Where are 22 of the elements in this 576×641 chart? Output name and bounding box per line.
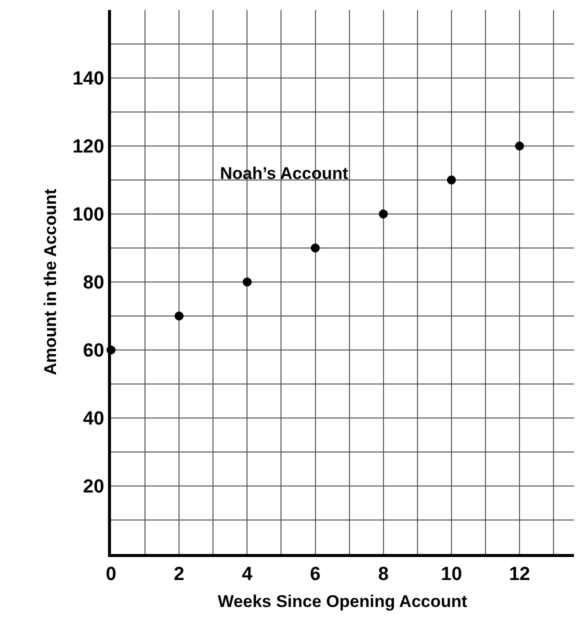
y-tick-label: 100 bbox=[72, 204, 104, 226]
y-tick-label: 40 bbox=[83, 408, 104, 430]
point bbox=[242, 278, 252, 286]
x-axis-title: Weeks Since Opening Account bbox=[218, 592, 468, 612]
x-tick-label: 0 bbox=[106, 564, 116, 585]
point bbox=[378, 210, 388, 218]
x-tick-label: 12 bbox=[508, 564, 530, 585]
y-tick-label: 60 bbox=[83, 340, 104, 362]
y-tick-label: 20 bbox=[83, 476, 104, 498]
point bbox=[446, 176, 456, 184]
y-tick-label: 80 bbox=[83, 272, 104, 294]
x-tick-label: 6 bbox=[310, 564, 321, 585]
y-tick-label: 120 bbox=[72, 136, 104, 158]
x-tick-label: 10 bbox=[440, 564, 462, 585]
point bbox=[174, 312, 184, 320]
x-tick-label: 2 bbox=[174, 564, 184, 585]
x-tick-label: 4 bbox=[242, 564, 253, 585]
point bbox=[515, 142, 524, 150]
point bbox=[310, 244, 320, 252]
y-axis-title: Amount in the Account bbox=[41, 188, 60, 376]
x-tick-label: 8 bbox=[378, 564, 389, 585]
y-tick-label: 140 bbox=[72, 68, 104, 90]
